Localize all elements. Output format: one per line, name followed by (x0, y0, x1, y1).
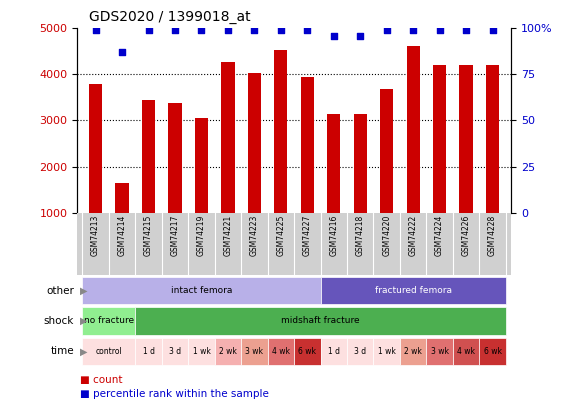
Text: 3 d: 3 d (169, 347, 181, 356)
Text: ▶: ▶ (80, 346, 87, 356)
Bar (294, 338, 320, 365)
Bar (195, 118, 208, 213)
Text: 4 wk: 4 wk (457, 347, 475, 356)
Bar (460, 65, 473, 213)
Text: 4 wk: 4 wk (272, 347, 290, 356)
Text: ■ percentile rank within the sample: ■ percentile rank within the sample (80, 390, 269, 399)
Bar (241, 338, 268, 365)
Bar (400, 338, 427, 365)
Text: fractured femora: fractured femora (375, 286, 452, 295)
Point (197, 27, 206, 34)
Bar (82, 307, 135, 335)
Text: ▶: ▶ (80, 316, 87, 326)
Bar (380, 89, 393, 213)
Text: GSM74228: GSM74228 (488, 215, 497, 256)
Text: 2 wk: 2 wk (219, 347, 237, 356)
Text: 3 wk: 3 wk (431, 347, 449, 356)
Text: GSM74227: GSM74227 (303, 215, 312, 256)
Bar (142, 100, 155, 213)
Bar (427, 338, 453, 365)
Bar (407, 46, 420, 213)
Bar (320, 277, 506, 304)
Bar (486, 65, 499, 213)
Text: 2 wk: 2 wk (404, 347, 422, 356)
Text: GSM74213: GSM74213 (91, 215, 100, 256)
Bar (222, 62, 235, 213)
Text: other: other (46, 286, 74, 296)
Point (170, 27, 179, 34)
Text: 6 wk: 6 wk (484, 347, 501, 356)
Point (382, 27, 391, 34)
Text: 3 wk: 3 wk (246, 347, 263, 356)
Bar (248, 73, 261, 213)
Text: GSM74219: GSM74219 (197, 215, 206, 256)
Point (356, 32, 365, 39)
Point (461, 27, 471, 34)
Text: 6 wk: 6 wk (298, 347, 316, 356)
Text: GSM74223: GSM74223 (250, 215, 259, 256)
Point (250, 27, 259, 34)
Bar (301, 77, 314, 213)
Text: GSM74224: GSM74224 (435, 215, 444, 256)
Bar (215, 338, 241, 365)
Text: 1 d: 1 d (143, 347, 155, 356)
Text: GSM74216: GSM74216 (329, 215, 338, 256)
Text: GDS2020 / 1399018_at: GDS2020 / 1399018_at (89, 10, 250, 24)
Bar (168, 103, 182, 213)
Text: GSM74214: GSM74214 (118, 215, 127, 256)
Text: GSM74215: GSM74215 (144, 215, 153, 256)
Bar (82, 338, 135, 365)
Bar (135, 338, 162, 365)
Point (329, 32, 339, 39)
Text: GSM74226: GSM74226 (461, 215, 471, 256)
Bar (89, 83, 102, 213)
Text: GSM74222: GSM74222 (409, 215, 417, 256)
Bar (433, 65, 446, 213)
Text: 3 d: 3 d (354, 347, 366, 356)
Text: ■ count: ■ count (80, 375, 122, 385)
Bar (188, 338, 215, 365)
Text: time: time (51, 346, 74, 356)
Bar (479, 338, 506, 365)
Bar (162, 338, 188, 365)
Point (435, 27, 444, 34)
Text: GSM74217: GSM74217 (171, 215, 179, 256)
Bar (320, 338, 347, 365)
Bar (82, 277, 320, 304)
Text: GSM74221: GSM74221 (223, 215, 232, 256)
Text: control: control (95, 347, 122, 356)
Bar (135, 307, 506, 335)
Point (144, 27, 153, 34)
Point (91, 27, 100, 34)
Bar (353, 115, 367, 213)
Bar (268, 338, 294, 365)
Point (276, 27, 286, 34)
Point (488, 27, 497, 34)
Point (223, 27, 232, 34)
Text: intact femora: intact femora (171, 286, 232, 295)
Text: GSM74225: GSM74225 (276, 215, 286, 256)
Text: shock: shock (44, 316, 74, 326)
Point (303, 27, 312, 34)
Text: 1 d: 1 d (328, 347, 340, 356)
Text: 1 wk: 1 wk (192, 347, 210, 356)
Point (118, 49, 127, 55)
Bar (453, 338, 479, 365)
Bar (274, 50, 287, 213)
Bar (327, 113, 340, 213)
Bar (373, 338, 400, 365)
Text: GSM74218: GSM74218 (356, 215, 365, 256)
Text: no fracture: no fracture (84, 316, 134, 326)
Text: 1 wk: 1 wk (378, 347, 396, 356)
Point (409, 27, 418, 34)
Bar (347, 338, 373, 365)
Text: GSM74220: GSM74220 (382, 215, 391, 256)
Text: midshaft fracture: midshaft fracture (281, 316, 360, 326)
Bar (115, 183, 128, 213)
Text: ▶: ▶ (80, 286, 87, 296)
